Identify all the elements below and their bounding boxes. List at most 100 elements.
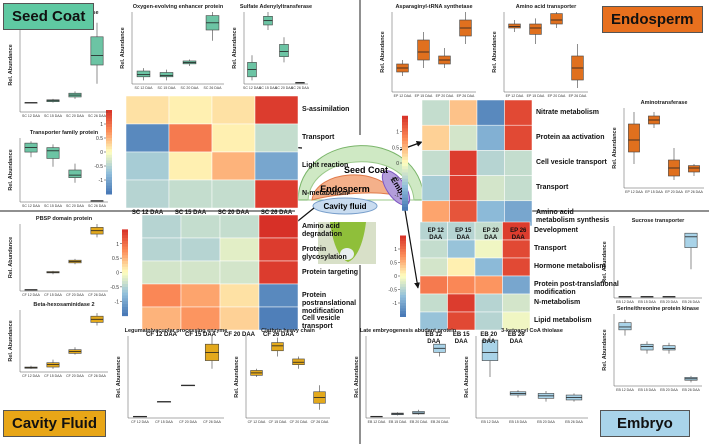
heat-cell	[421, 175, 450, 202]
heat-cell	[211, 151, 256, 181]
colorbar-step	[402, 200, 408, 205]
box	[279, 44, 289, 57]
colorbar-step	[400, 254, 406, 258]
heat-cell	[504, 124, 533, 151]
x-tick-label: CF 20 DAA	[179, 420, 197, 424]
row-label: Cell vesicle transport	[536, 159, 607, 166]
colorbar-step	[106, 166, 112, 170]
chart-title: PBSP domain protein	[36, 216, 93, 222]
heat-cell	[211, 179, 256, 209]
colorbar-step	[106, 171, 112, 175]
colorbar-tick-label: 1	[396, 130, 399, 136]
heat-cell	[168, 151, 213, 181]
heat-cell	[476, 150, 505, 176]
colorbar-step	[122, 312, 128, 317]
heat-cell	[476, 124, 505, 151]
y-axis-label: Rel. Abundance	[464, 356, 470, 397]
y-axis-label: Rel. Abundance	[602, 241, 608, 282]
box-chart: Asparaginyl-tRNA synthetase Rel. Abundanc…	[380, 4, 476, 98]
box-chart: PBSP domain protein Rel. Abundance CF 12 D…	[8, 216, 108, 297]
y-axis-label: Rel. Abundance	[354, 356, 360, 397]
x-tick-label: SC 26 DAA	[204, 86, 223, 90]
colorbar-step	[400, 300, 406, 304]
y-axis-label: Rel. Abundance	[120, 27, 126, 68]
colorbar-tick-label: -1	[99, 178, 104, 184]
heat-cell	[258, 237, 299, 262]
y-axis-label: Rel. Abundance	[492, 31, 498, 72]
colorbar-step	[400, 278, 406, 282]
colorbar-step	[122, 292, 128, 296]
column-label: SC 15 DAA	[174, 210, 207, 216]
x-tick-label: EB 26 DAA	[682, 388, 700, 392]
heat-cell	[125, 151, 170, 181]
heat-cell	[211, 123, 256, 153]
colorbar-step	[106, 174, 112, 178]
colorbar-step	[400, 294, 406, 299]
x-tick-label: CF 12 DAA	[22, 293, 40, 297]
heat-cell	[180, 260, 221, 285]
colorbar-step	[122, 252, 128, 256]
colorbar-step	[402, 125, 408, 129]
x-tick-label: CF 26 DAA	[311, 420, 329, 424]
row-label: Transport	[302, 134, 335, 141]
seed-diagram: Seed Coat Endosperm Embryo Cavity fluid	[297, 145, 425, 215]
x-tick-label: SC 12 DAA	[135, 86, 154, 90]
colorbar-step	[122, 243, 128, 248]
x-tick-label: SC 12 DAA	[22, 204, 41, 208]
y-axis-label: Rel. Abundance	[234, 356, 240, 397]
heat-cell	[474, 239, 503, 259]
x-tick-label: SC 20 DAA	[275, 86, 294, 90]
heat-cell	[419, 275, 448, 295]
row-label: Amino acid degradation	[302, 222, 343, 238]
colorbar-step	[122, 286, 128, 291]
heat-cell	[447, 257, 476, 277]
colorbar-tick-label: -0.5	[94, 164, 103, 170]
colorbar-step	[106, 157, 112, 161]
box	[628, 123, 640, 153]
x-tick-label: CF 12 DAA	[131, 420, 149, 424]
colorbar-tick-label: -0.5	[390, 177, 399, 183]
heatmap: 1 0.5 0 -0.5 -1	[390, 99, 533, 227]
y-axis-label: Rel. Abundance	[116, 356, 122, 397]
box-chart: Late embryogenesis abudant protein Rel. A…	[354, 328, 457, 424]
chart-title: Late embryogenesis abudant protein	[360, 328, 457, 334]
x-tick-label: EB 20 DAA	[660, 300, 678, 304]
box	[662, 345, 676, 351]
chart-title: Serine/threonine protein kinase	[617, 306, 699, 312]
heat-cell	[141, 306, 182, 331]
colorbar-step	[402, 134, 408, 139]
column-label: EB 26 DAA	[507, 332, 525, 345]
colorbar-step	[106, 140, 112, 145]
x-tick-label: SC 20 DAA	[66, 114, 85, 118]
row-label: Cell vesicle transport	[302, 314, 341, 330]
row-label: Amino acid metabolism synthesis	[536, 209, 610, 225]
colorbar-step	[400, 313, 406, 317]
heat-cell	[504, 175, 533, 202]
colorbar-step	[400, 249, 406, 253]
chart-title: Sulfate Adenylyltransferase	[240, 4, 312, 10]
colorbar-tick-label: -1	[393, 301, 398, 307]
heat-cell	[141, 214, 182, 239]
column-label: EP 26 DAA	[510, 228, 527, 241]
heat-cell	[180, 306, 221, 331]
heat-cell	[219, 214, 260, 239]
column-label: EB 12 DAA	[425, 332, 443, 345]
row-label: N-metabolism	[534, 299, 581, 306]
heat-cell	[211, 95, 256, 125]
colorbar-step	[122, 295, 128, 299]
row-label: Transport	[534, 245, 567, 252]
colorbar-tick-label: -0.5	[388, 288, 397, 294]
colorbar-step	[106, 115, 112, 119]
center-label: Cavity fluid	[323, 202, 366, 211]
heat-cell	[219, 283, 260, 308]
x-tick-label: EP 26 DAA	[685, 190, 703, 194]
colorbar-step	[402, 203, 408, 208]
colorbar-step	[400, 238, 406, 242]
center-label: Seed Coat	[344, 165, 388, 175]
colorbar-step	[122, 309, 128, 314]
heat-cell	[419, 293, 448, 313]
colorbar-step	[400, 286, 406, 290]
heat-cell	[258, 214, 299, 239]
column-label: CF 15 DAA	[184, 332, 216, 338]
colorbar-step	[400, 243, 406, 247]
